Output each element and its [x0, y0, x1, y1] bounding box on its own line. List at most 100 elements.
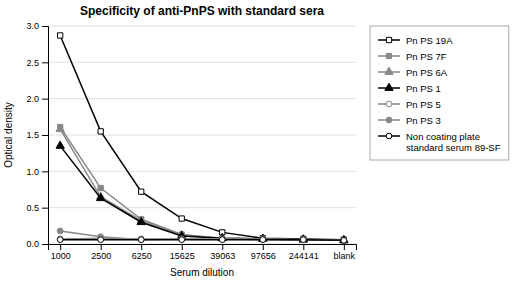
tick-mark [222, 244, 223, 250]
grid-line [48, 98, 356, 99]
marker [179, 237, 185, 243]
tick-mark [344, 244, 345, 250]
tick-mark [141, 244, 142, 250]
marker [300, 237, 306, 243]
legend-marker [386, 101, 392, 107]
series [58, 124, 347, 243]
legend-item: Pn PS 6A [378, 67, 448, 78]
x-tick: 39063 [210, 244, 235, 261]
tick-mark [60, 244, 61, 250]
legend-item: Pn PS 7F [378, 51, 447, 62]
marker [260, 237, 266, 243]
tick-mark [42, 62, 48, 63]
marker [219, 237, 225, 243]
legend-label: Non coating platestandard serum 89-SF [406, 131, 501, 153]
legend-item: Pn PS 1 [378, 83, 441, 94]
legend-label: Pn PS 1 [406, 83, 441, 94]
tick-label: 3.0 [26, 21, 39, 31]
series [57, 235, 346, 243]
marker [260, 236, 265, 241]
chart: Specificity of anti-PnPS with standard s… [0, 0, 524, 282]
marker [98, 185, 103, 190]
marker [219, 236, 225, 242]
x-tick: blank [334, 244, 356, 261]
tick-mark [42, 135, 48, 136]
series [57, 237, 346, 243]
legend-label: Pn PS 7F [406, 51, 447, 62]
marker [341, 237, 346, 242]
tick-label: 97656 [251, 251, 276, 261]
y-tick: 0.5 [26, 203, 48, 213]
marker [138, 236, 144, 242]
grid-line [48, 135, 356, 136]
legend-item: Pn PS 19A [378, 35, 453, 46]
tick-mark [42, 244, 48, 245]
x-tick: 1000 [51, 244, 71, 261]
x-tick: 244141 [289, 244, 319, 261]
tick-label: 2500 [91, 251, 111, 261]
grid-line [48, 26, 356, 27]
marker [301, 236, 306, 241]
marker [57, 236, 63, 242]
marker [139, 189, 144, 194]
grid-line [48, 207, 356, 208]
legend-item: Pn PS 5 [378, 99, 441, 110]
y-tick: 2.0 [26, 94, 48, 104]
marker [57, 228, 63, 234]
legend-marker [386, 53, 391, 58]
legend-marker [386, 117, 392, 123]
marker [137, 217, 145, 224]
y-tick: 1.0 [26, 167, 48, 177]
legend-label: Pn PS 3 [406, 115, 441, 126]
line [60, 129, 344, 240]
legend-marker [385, 83, 393, 90]
x-tick: 97656 [251, 244, 276, 261]
marker [219, 236, 225, 242]
series-group [56, 33, 348, 243]
line [60, 146, 344, 240]
y-tick: 2.5 [26, 58, 48, 68]
marker [97, 193, 105, 200]
axis-line [49, 245, 357, 251]
line [60, 35, 344, 239]
tick-label: blank [334, 251, 356, 261]
marker [98, 237, 104, 243]
tick-label: 0.0 [26, 239, 39, 249]
legend-label: Pn PS 19A [406, 35, 453, 46]
grid-line [48, 62, 356, 63]
marker [340, 236, 348, 243]
x-axis: 1000 2500 6250 15625 39063 97656 244141 blank [49, 244, 357, 261]
marker [301, 237, 306, 242]
tick-label: 15625 [170, 251, 195, 261]
tick-mark [303, 244, 304, 250]
y-tick: 1.5 [26, 130, 48, 140]
marker [98, 129, 103, 134]
y-tick: 3.0 [26, 21, 48, 31]
series [57, 228, 346, 243]
marker [179, 216, 184, 221]
x-tick: 2500 [91, 244, 111, 261]
tick-label: 1000 [51, 251, 71, 261]
tick-mark [42, 99, 48, 100]
legend-marker [385, 67, 393, 74]
tick-mark [263, 244, 264, 250]
tick-mark [101, 244, 102, 250]
marker [300, 237, 306, 243]
marker [341, 238, 346, 243]
marker [138, 237, 144, 243]
marker [58, 33, 63, 38]
tick-mark [42, 208, 48, 209]
marker [300, 237, 306, 243]
marker [260, 237, 266, 243]
y-axis-title: Optical density [3, 102, 14, 168]
legend-label: Pn PS 6A [406, 67, 448, 78]
x-tick: 6250 [132, 244, 152, 261]
series [56, 141, 348, 243]
tick-label: 244141 [289, 251, 319, 261]
y-axis: 0.0 0.5 1.0 1.5 2.0 2.5 3.0 [26, 21, 48, 249]
line [60, 127, 344, 240]
x-axis-title: Serum dilution [170, 267, 234, 278]
marker [138, 237, 144, 243]
legend-marker [386, 133, 392, 139]
tick-label: 0.5 [26, 203, 39, 213]
